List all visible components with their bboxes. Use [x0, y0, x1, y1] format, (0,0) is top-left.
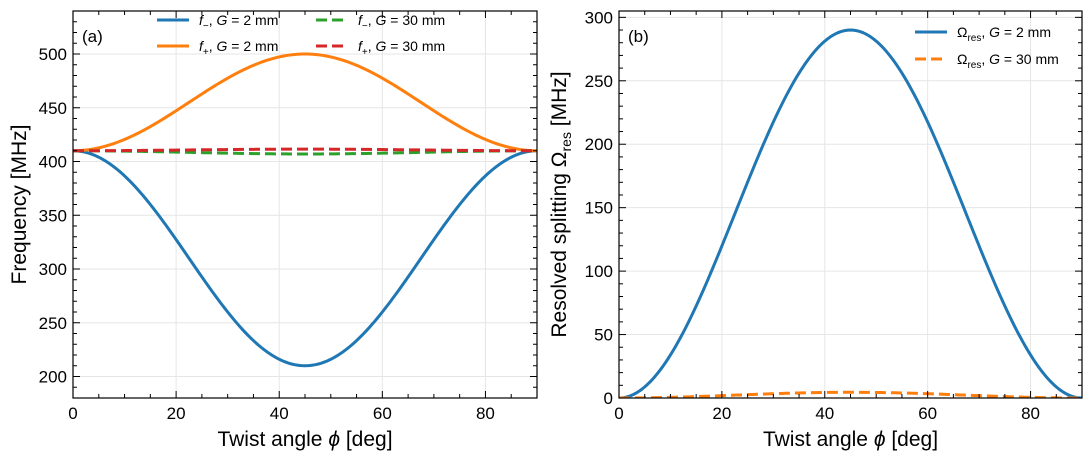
legend-rest-b: = 30 mm	[386, 38, 445, 54]
x-label-text-end: [deg]	[886, 428, 939, 451]
y-tick-label: 150	[585, 199, 613, 218]
panel-a-label: (a)	[82, 27, 103, 46]
y-label-prefix: Resolved splitting Ω	[548, 152, 571, 338]
panel-a-series-line-2	[73, 52, 537, 153]
panel-b-label: (b)	[628, 27, 649, 46]
panel-a-series-line-4	[73, 147, 537, 153]
panel-b-y-axis-label: Resolved splitting Ωres [MHz]	[548, 71, 574, 337]
legend-g: G	[989, 24, 1000, 40]
x-tick-label: 80	[1021, 404, 1040, 423]
y-tick-label: 50	[594, 326, 613, 345]
legend-g: G	[217, 38, 228, 54]
legend-rest-a: ,	[209, 12, 217, 28]
legend-g: G	[376, 38, 387, 54]
legend-g: G	[217, 12, 228, 28]
x-tick-label: 60	[918, 404, 937, 423]
panel-a-axes-frame	[72, 10, 538, 399]
legend-var: Ω	[957, 51, 967, 67]
panel-b: 0 20 40 60 80 0 50 100 150 200 250 300 Twist angle ϕ…	[548, 8, 1083, 451]
x-tick-label: 60	[373, 404, 392, 423]
y-tick-label: 500	[39, 45, 67, 64]
legend-rest-b: = 2 mm	[1000, 24, 1051, 40]
panel-a-series-group	[73, 52, 537, 368]
x-label-text-end: [deg]	[340, 428, 393, 451]
legend-sub: res	[967, 33, 981, 44]
legend-sub: res	[967, 60, 981, 71]
legend-rest-a: ,	[981, 24, 989, 40]
legend-var: f	[358, 38, 364, 54]
legend-sub: −	[203, 21, 209, 32]
legend-rest-a: ,	[981, 51, 989, 67]
x-label-text: Twist angle	[763, 428, 874, 451]
legend-label-3: f−, G = 30 mm	[358, 12, 445, 32]
legend-rest-a: ,	[209, 38, 217, 54]
legend-var: f	[199, 12, 205, 28]
legend-rest-a: ,	[368, 12, 376, 28]
legend-rest-a: ,	[368, 38, 376, 54]
legend-sub: +	[203, 47, 209, 58]
y-tick-label: 250	[39, 314, 67, 333]
legend-rest-b: = 2 mm	[227, 12, 278, 28]
panel-a: 0 20 40 60 80 200 250 300 350 400 450 500 Twist angl…	[8, 10, 538, 451]
legend-g: G	[989, 51, 1000, 67]
y-tick-label: 400	[39, 153, 67, 172]
x-tick-label: 20	[167, 404, 186, 423]
x-tick-label: 20	[712, 404, 731, 423]
legend-var: Ω	[957, 24, 967, 40]
legend-var: f	[199, 38, 205, 54]
legend-rest-b: = 30 mm	[1000, 51, 1059, 67]
legend-var: f	[358, 12, 364, 28]
y-tick-label: 0	[604, 389, 613, 408]
legend-g: G	[376, 12, 387, 28]
y-tick-label: 300	[585, 8, 613, 27]
panel-a-legend: f−, G = 2 mmf+, G = 2 mmf−, G = 30 mmf+,…	[157, 12, 445, 58]
x-tick-label: 40	[270, 404, 289, 423]
legend-label-1: Ωres, G = 2 mm	[957, 24, 1051, 44]
x-label-symbol: ϕ	[874, 428, 886, 451]
y-tick-label: 200	[39, 368, 67, 387]
legend-sub: +	[362, 47, 368, 58]
legend-label-2: f+, G = 2 mm	[199, 38, 278, 58]
x-label-text: Twist angle	[217, 428, 328, 451]
legend-label-2: Ωres, G = 30 mm	[957, 51, 1059, 71]
panel-b-axes-frame	[618, 10, 1083, 399]
x-tick-label: 80	[476, 404, 495, 423]
y-tick-label: 200	[585, 135, 613, 154]
y-label-subscript: res	[558, 132, 574, 151]
y-tick-label: 250	[585, 72, 613, 91]
x-tick-label: 0	[614, 404, 623, 423]
x-tick-label: 0	[68, 404, 77, 423]
panel-b-series-line-1	[619, 28, 1082, 398]
panel-a-x-axis-label: Twist angle ϕ [deg]	[217, 428, 392, 451]
panel-b-x-axis-label: Twist angle ϕ [deg]	[763, 428, 938, 451]
panel-a-series-line-1	[73, 149, 537, 368]
y-label-suffix: [MHz]	[548, 71, 571, 132]
legend-rest-b: = 2 mm	[227, 38, 278, 54]
panel-a-y-axis-label: Frequency [MHz]	[8, 125, 31, 285]
x-label-symbol: ϕ	[328, 428, 340, 451]
panel-b-series-group	[619, 28, 1082, 398]
legend-label-4: f+, G = 30 mm	[358, 38, 445, 58]
legend-label-1: f−, G = 2 mm	[199, 12, 278, 32]
y-tick-label: 450	[39, 99, 67, 118]
x-tick-label: 40	[815, 404, 834, 423]
y-tick-label: 100	[585, 262, 613, 281]
y-tick-label: 350	[39, 206, 67, 225]
legend-rest-b: = 30 mm	[386, 12, 445, 28]
legend-sub: −	[362, 21, 368, 32]
y-tick-label: 300	[39, 260, 67, 279]
